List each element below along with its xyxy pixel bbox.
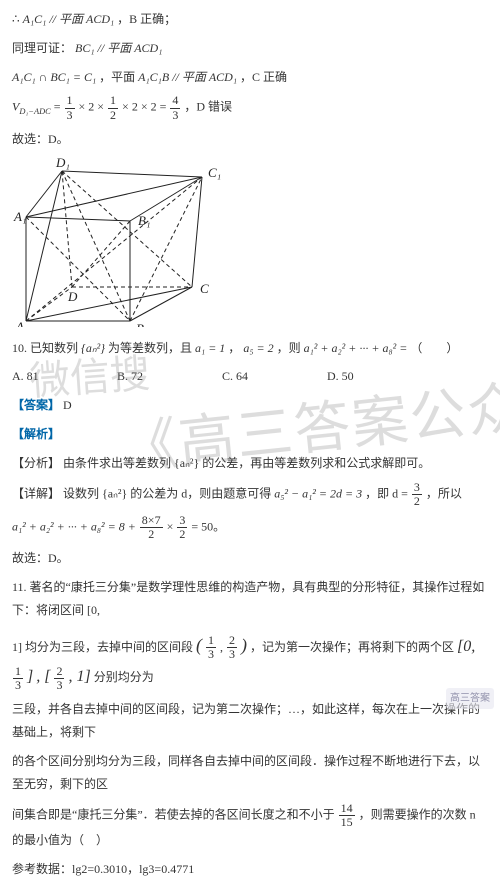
text: ，B 正确； [117,12,176,26]
text: ∴ [12,12,23,26]
text: ，D 错误 [184,100,232,114]
math: a₁ = 1 [195,341,225,355]
bracket-l2: , [ [36,668,50,685]
detail-label: 【详解】 [12,486,60,500]
text: 10. 已知数列 [12,341,81,355]
analysis-label: 【解析】 [12,427,60,441]
choice-b: B. 72 [117,365,222,388]
math: A₁C₁ // 平面 ACD₁ [23,12,115,26]
text: × 2 × [79,100,108,114]
math: a₁² + a₂² + ··· + a₈² = 8 + [12,519,139,533]
math: A₁C₁B // 平面 ACD₁ [138,70,237,84]
text: ， [228,341,240,355]
frac-1-2: 12 [108,94,118,121]
svg-text:A₁: A₁ [13,209,26,224]
text: ，记为第一次操作；再将剩下的两个区 [250,640,457,654]
frac-2-3a: 23 [227,634,237,661]
fenxi-text: 由条件求出等差数列 {aₙ²} 的公差，再由等差数列求和公式求解即可。 [63,456,430,470]
text: （ ） [410,341,458,355]
proof-line-1: ∴ A₁C₁ // 平面 ACD₁ ，B 正确； [12,8,488,31]
q11-line2: 1] 均分为三段，去掉中间的区间段 ( 13 , 23 ) ，记为第一次操作；再… [12,628,488,693]
q11-line1: 11. 著名的“康托三分集”是数学理性思维的构造产物，具有典型的分形特征，其操作… [12,576,488,622]
text: 分别均分为 [94,670,154,684]
paren-r: ) [241,635,247,655]
choice-a: A. 81 [12,365,117,388]
q11-line3: 三段，并各自去掉中间的区间段，记为第二次操作；…，如此这样，每次在上一次操作的基… [12,698,488,744]
text: × 2 × 2 = [122,100,169,114]
q10-analysis-header: 【解析】 [12,423,488,446]
corner-watermark: 高三答案 [446,688,494,709]
lhs-sub: D₁−ADC [19,107,50,116]
q10-sum: a₁² + a₂² + ··· + a₈² = 8 + 8×72 × 32 = … [12,514,488,541]
frac-1-3: 13 [65,94,75,121]
frac-2-3b: 23 [54,665,64,692]
text: ，所以 [426,486,462,500]
text: 为等差数列，且 [108,341,195,355]
frac-14-15: 1415 [339,802,355,829]
math: a₅ = 2 [243,341,273,355]
eq: = [54,100,64,114]
proof-line-2: 同理可证： BC₁ // 平面 ACD₁ [12,37,488,60]
choice-c: C. 64 [222,365,327,388]
svg-text:C: C [200,281,209,296]
bracket-l: [0, [457,638,475,655]
comma: , [220,640,226,654]
text: ，则 [277,341,304,355]
bracket-r1: ] [27,668,33,685]
text: = 50。 [191,519,225,533]
q11-ref: 参考数据：lg2=0.3010，lg3=0.4771 [12,858,488,881]
text: ，C 正确 [240,70,287,84]
svg-text:D: D [67,289,78,304]
bracket-r2: , 1] [68,668,90,685]
q11-line4: 的各个区间分别均分为三段，同样各自去掉中间的区间段．操作过程不断地进行下去，以至… [12,750,488,796]
text: 间集合即是“康托三分集”．若使去掉的各区间长度之和不小于 [12,807,338,821]
paren-l: ( [196,635,202,655]
frac-4-3: 43 [170,94,180,121]
math: a₁² + a₂² + ··· + a₈² = [304,341,408,355]
frac-8x7-2: 8×72 [140,514,163,541]
math: A₁C₁ ∩ BC₁ = C₁ [12,70,96,84]
text: 同理可证： [12,41,72,55]
math: BC₁ // 平面 ACD₁ [75,41,162,55]
text: ，即 d = [365,486,411,500]
cube-diagram: A₁ B₁ C₁ D₁ A B C D [12,157,222,327]
q11-line5: 间集合即是“康托三分集”．若使去掉的各区间长度之和不小于 1415 ，则需要操作… [12,802,488,852]
q10-stem: 10. 已知数列 {aₙ²} 为等差数列，且 a₁ = 1 ， a₅ = 2 ，… [12,337,488,360]
svg-text:B₁: B₁ [138,213,150,228]
frac-1-3b: 13 [13,665,23,692]
answer-label: 【答案】 [12,398,60,412]
svg-text:C₁: C₁ [208,165,221,180]
q10-fenxi: 【分析】 由条件求出等差数列 {aₙ²} 的公差，再由等差数列求和公式求解即可。 [12,452,488,475]
q10-answer: 【答案】 D [12,394,488,417]
text: 1] 均分为三段，去掉中间的区间段 [12,640,196,654]
math: a₅² − a₁² = 2d = 3 [274,486,362,500]
svg-text:D₁: D₁ [55,157,70,170]
frac-3-2: 32 [412,481,422,508]
svg-text:B: B [136,321,144,327]
q10-conclusion: 故选：D。 [12,547,488,570]
text: ，平面 [99,70,138,84]
q10-choices: A. 81 B. 72 C. 64 D. 50 [12,365,432,388]
frac-1-3a: 13 [206,634,216,661]
volume-equation: VD₁−ADC = 13 × 2 × 12 × 2 × 2 = 43 ，D 错误 [12,94,488,121]
svg-text:A: A [15,319,24,327]
fenxi-label: 【分析】 [12,456,60,470]
conclusion-1: 故选：D。 [12,128,488,151]
text: × [167,519,177,533]
choice-d: D. 50 [327,365,432,388]
text: 设数列 {aₙ²} 的公差为 d，则由题意可得 [63,486,274,500]
frac-3-2b: 32 [177,514,187,541]
math: {aₙ²} [81,341,105,355]
proof-line-3: A₁C₁ ∩ BC₁ = C₁ ，平面 A₁C₁B // 平面 ACD₁ ，C … [12,66,488,89]
q10-detail: 【详解】 设数列 {aₙ²} 的公差为 d，则由题意可得 a₅² − a₁² =… [12,481,488,508]
answer-value: D [63,398,72,412]
